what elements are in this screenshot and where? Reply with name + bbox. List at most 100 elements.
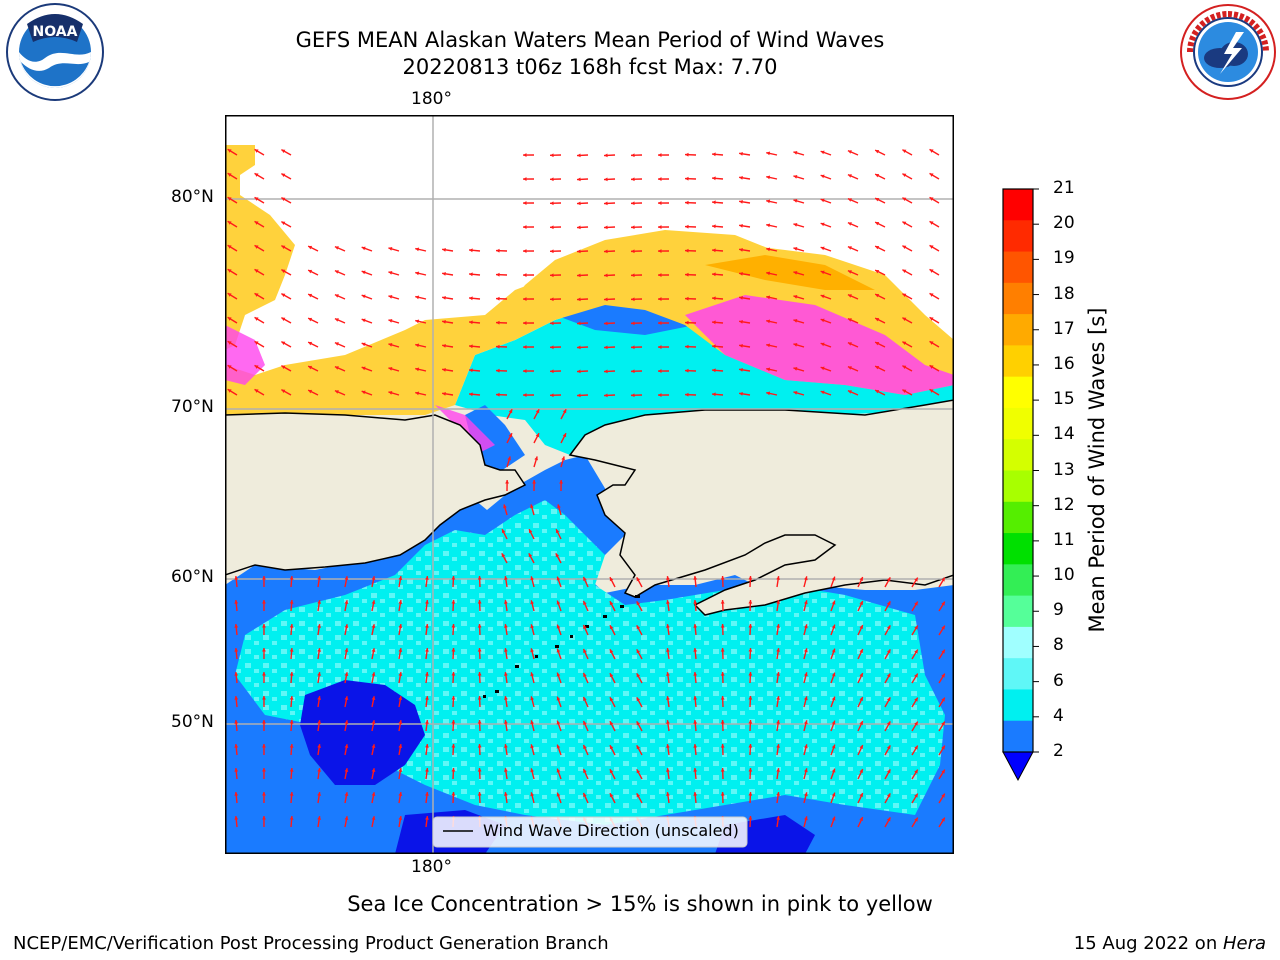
wind-wave-arrowhead: [748, 720, 753, 724]
colorbar-segment: [1003, 282, 1033, 315]
lat-label-50: 50°N: [171, 712, 214, 732]
wind-wave-arrowhead: [308, 317, 313, 322]
wind-wave-arrowhead: [859, 697, 863, 702]
wind-wave-arrowhead: [281, 269, 286, 274]
wind-wave-arrowhead: [631, 225, 635, 230]
wind-wave-arrowhead: [766, 271, 771, 276]
wind-wave-arrowhead: [577, 249, 581, 254]
wind-wave-arrowhead: [604, 153, 608, 158]
wind-wave-arrowhead: [739, 343, 743, 348]
siberia-land: [225, 412, 527, 576]
wind-wave-arrowhead: [859, 817, 863, 822]
wind-wave-arrowhead: [847, 342, 852, 346]
wind-wave-arrowhead: [425, 624, 429, 628]
wind-wave-arrowhead: [902, 293, 907, 298]
wind-wave-arrowhead: [469, 248, 473, 253]
wind-wave-arrowhead: [658, 153, 662, 157]
wind-wave-arrowhead: [666, 768, 670, 772]
wind-wave-arrowhead: [609, 793, 614, 798]
wind-wave-arrowhead: [398, 624, 403, 628]
wind-wave-arrowhead: [451, 696, 456, 700]
wind-wave-arrowhead: [766, 175, 771, 180]
wind-wave-arrowhead: [477, 672, 482, 676]
wind-wave-arrowhead: [534, 456, 538, 461]
wind-wave-arrowhead: [227, 245, 232, 249]
wind-wave-arrowhead: [398, 576, 403, 580]
wind-wave-arrowhead: [371, 624, 376, 629]
wind-wave-arrowhead: [609, 769, 614, 774]
wind-wave-arrowhead: [425, 792, 429, 796]
wind-wave-arrowhead: [469, 392, 473, 397]
wind-wave-arrowhead: [831, 792, 836, 797]
wind-wave-arrowhead: [739, 319, 743, 324]
wind-wave-arrowhead: [658, 177, 662, 181]
wind-wave-arrowhead: [415, 295, 420, 300]
wind-wave-arrowhead: [831, 648, 836, 653]
wind-wave-arrowhead: [289, 720, 294, 724]
wind-wave-arrowhead: [720, 696, 725, 700]
wind-wave-arrowhead: [631, 369, 635, 374]
wind-wave-arrowhead: [388, 271, 393, 275]
wind-wave-arrowhead: [875, 149, 880, 154]
wind-wave-arrowhead: [941, 673, 945, 678]
wind-wave-arrowhead: [398, 648, 403, 652]
wind-wave-arrowhead: [530, 696, 534, 701]
wind-wave-arrowhead: [477, 600, 482, 604]
wind-wave-arrowhead: [415, 319, 420, 324]
wind-wave-arrowhead: [234, 744, 239, 748]
wind-wave-arrowhead: [281, 245, 286, 250]
wind-wave-arrowhead: [505, 480, 510, 484]
wind-wave-arrowhead: [334, 366, 339, 370]
colorbar-tick-label: 16: [1053, 353, 1075, 374]
wind-wave-arrowhead: [451, 792, 456, 796]
wind-wave-arrowhead: [501, 529, 506, 534]
wind-wave-arrowhead: [631, 297, 635, 302]
wind-wave-arrowhead: [604, 345, 608, 350]
wind-wave-arrowhead: [398, 744, 403, 748]
wind-wave-arrowhead: [875, 197, 880, 202]
colorbar-tick-label: 12: [1053, 494, 1075, 515]
wind-wave-arrowhead: [425, 576, 429, 580]
colorbar-tick-label: 2: [1053, 741, 1064, 761]
wind-wave-arrowhead: [941, 697, 945, 702]
wind-wave-arrowhead: [666, 792, 670, 796]
wind-wave-arrowhead: [535, 433, 540, 438]
wind-wave-arrowhead: [289, 576, 294, 580]
wind-wave-arrowhead: [556, 600, 561, 605]
wind-wave-arrowhead: [555, 529, 560, 534]
wind-wave-arrowhead: [766, 151, 771, 156]
wind-wave-arrowhead: [262, 792, 266, 796]
wind-wave-arrowhead: [666, 600, 670, 604]
wind-wave-arrowhead: [451, 672, 456, 676]
wind-wave-arrowhead: [604, 369, 608, 374]
wind-wave-arrowhead: [523, 345, 527, 349]
wind-wave-arrowhead: [712, 368, 716, 373]
wind-wave-arrowhead: [859, 793, 863, 798]
wind-wave-arrowhead: [234, 696, 239, 700]
wind-wave-arrowhead: [254, 149, 259, 153]
wind-wave-arrowhead: [793, 151, 798, 155]
wind-wave-arrowhead: [425, 768, 429, 772]
wind-wave-arrowhead: [577, 177, 581, 182]
wind-wave-arrowhead: [847, 222, 852, 226]
wind-wave-arrowhead: [604, 249, 608, 254]
wind-wave-arrowhead: [886, 673, 891, 678]
wind-wave-arrowhead: [886, 625, 891, 630]
colorbar-segment: [1003, 251, 1033, 284]
wind-wave-arrowhead: [793, 175, 798, 179]
wind-wave-arrowhead: [550, 153, 554, 158]
wind-wave-arrowhead: [776, 624, 780, 628]
wind-wave-arrowhead: [766, 391, 771, 396]
wind-wave-arrowhead: [451, 768, 456, 772]
wind-wave-arrowhead: [831, 576, 836, 581]
colorbar-segment: [1003, 470, 1033, 503]
wind-wave-arrowhead: [317, 720, 322, 724]
wind-wave-arrowhead: [636, 721, 641, 726]
wind-wave-arrowhead: [902, 149, 907, 154]
wind-wave-arrowhead: [504, 744, 508, 748]
wind-wave-arrowhead: [227, 317, 232, 321]
wind-wave-arrowhead: [658, 345, 662, 349]
wind-wave-arrowhead: [344, 672, 349, 677]
wind-wave-arrowhead: [254, 173, 259, 177]
wind-wave-arrowhead: [234, 816, 239, 820]
